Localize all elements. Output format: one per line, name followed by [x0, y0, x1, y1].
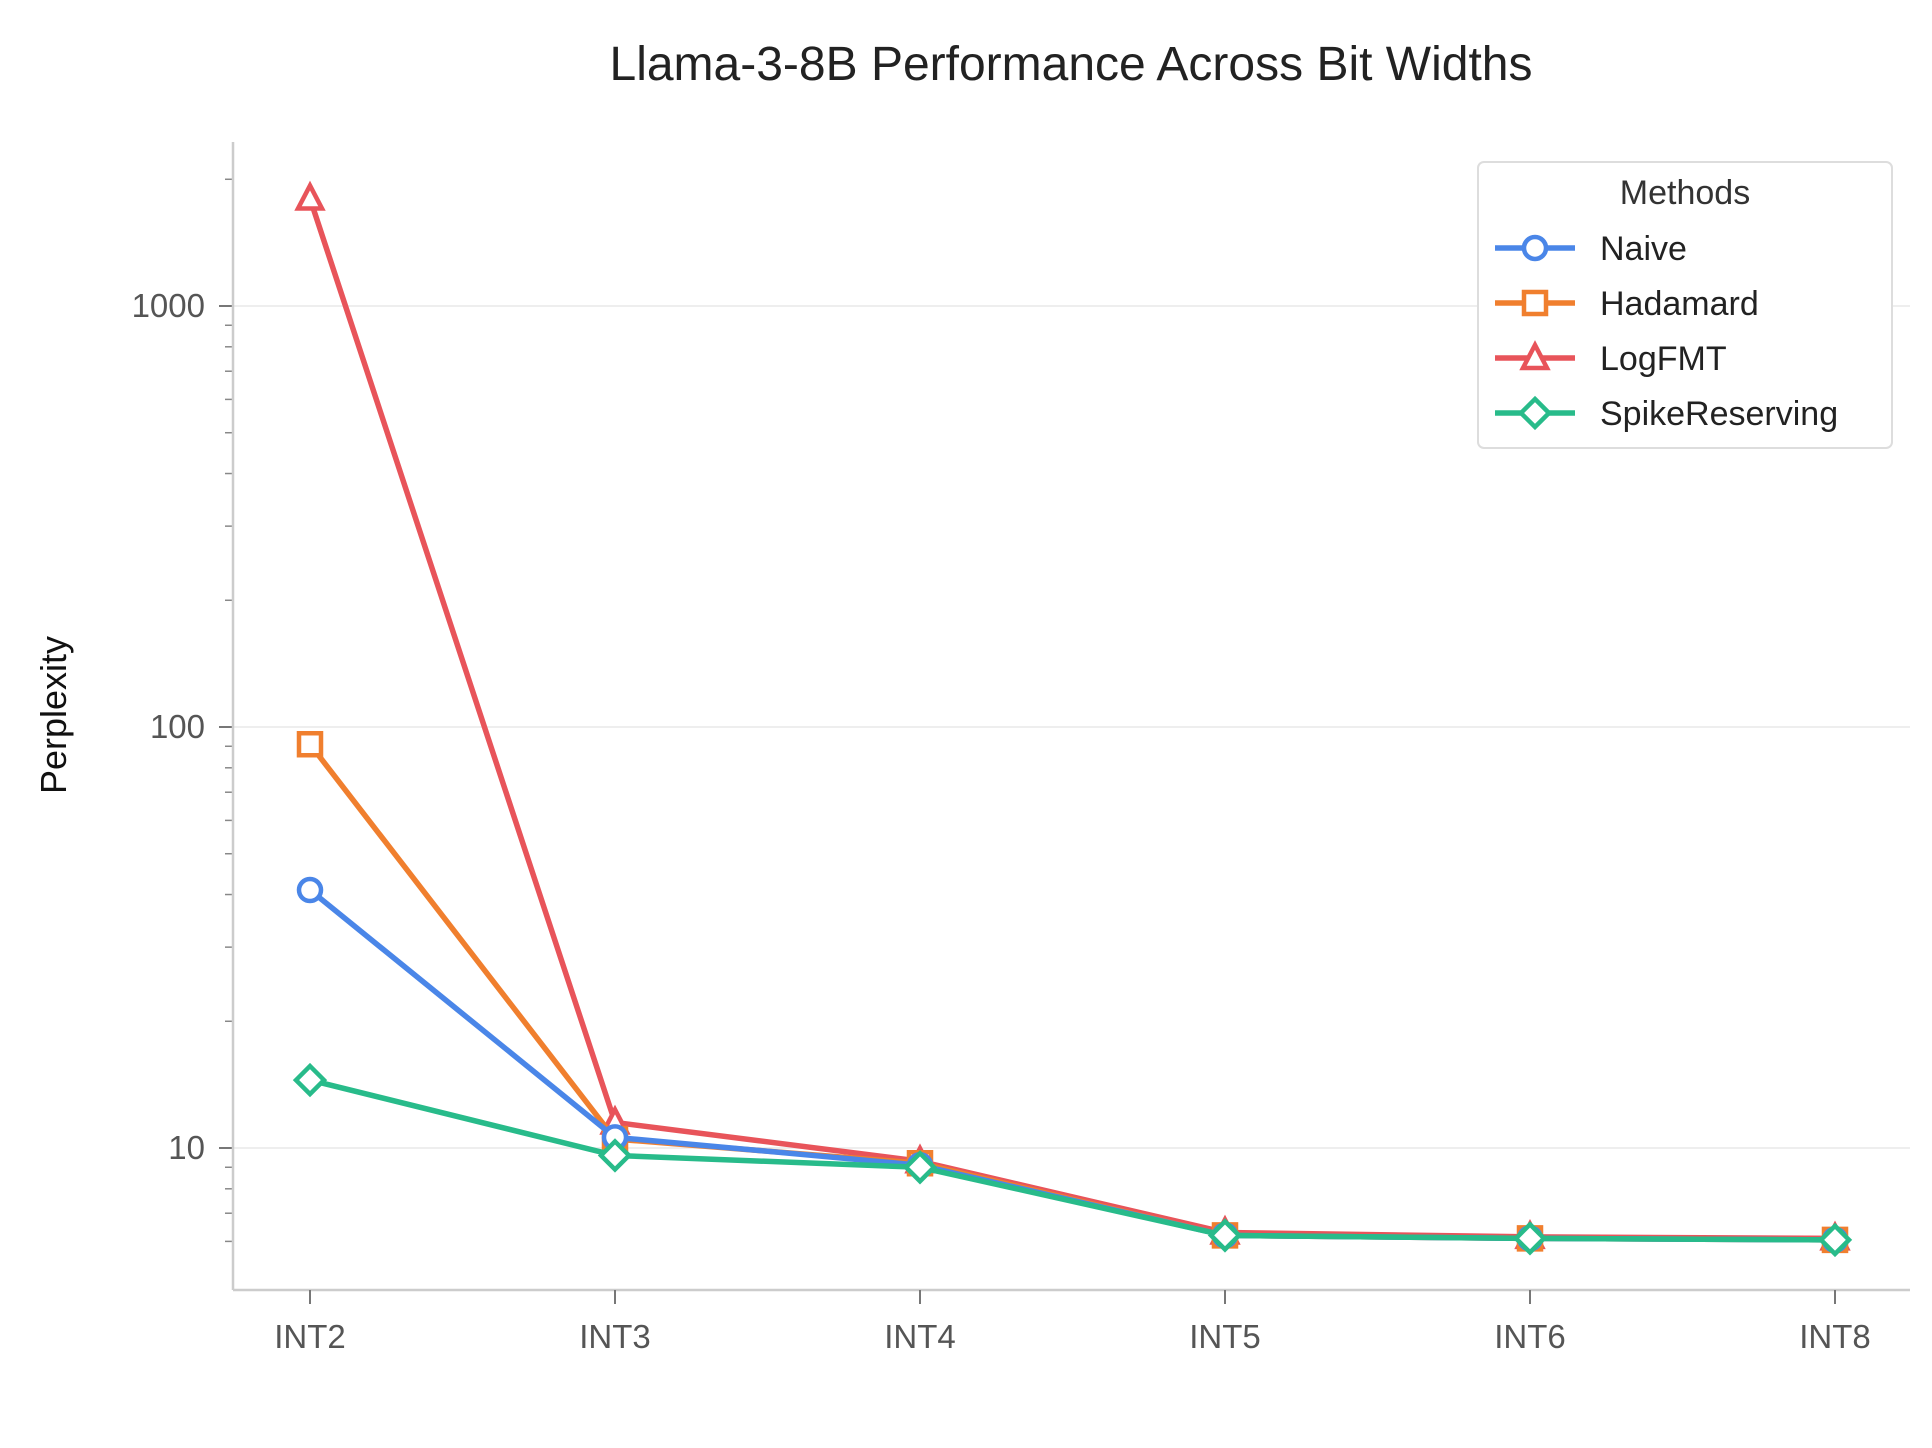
legend-label: SpikeReserving — [1600, 395, 1838, 433]
data-point — [902, 1150, 938, 1185]
data-point — [1512, 1221, 1548, 1256]
legend-marker — [1521, 289, 1549, 317]
data-point — [597, 1138, 633, 1173]
data-point — [292, 1062, 328, 1098]
x-tick-label: INT5 — [1189, 1318, 1261, 1355]
legend: Methods Naive Hadamard LogFMT SpikeReservin… — [1477, 161, 1893, 449]
series-line — [307, 1077, 1838, 1243]
x-tick-label: INT6 — [1494, 1318, 1566, 1355]
legend-item-naive: Naive — [1495, 230, 1687, 268]
y-tick-label: 1000 — [132, 287, 205, 324]
legend-title: Methods — [1620, 174, 1750, 212]
x-tick-label: INT3 — [579, 1318, 651, 1355]
legend-label: LogFMT — [1600, 340, 1727, 378]
legend-box — [1477, 161, 1893, 449]
legend-label: Naive — [1600, 230, 1687, 268]
data-point — [1207, 1218, 1243, 1253]
legend-item-hadamard: Hadamard — [1495, 285, 1759, 323]
legend-label: Hadamard — [1600, 285, 1759, 323]
legend-marker — [1519, 340, 1551, 371]
series — [292, 180, 1853, 1258]
legend-marker — [1521, 234, 1549, 262]
x-tick-label: INT2 — [274, 1318, 346, 1355]
legend-items: Naive Hadamard LogFMT SpikeReserving — [1495, 230, 1838, 433]
data-point — [296, 730, 324, 758]
legend-item-logfmt: LogFMT — [1495, 340, 1727, 378]
data-point — [296, 876, 324, 904]
x-tick-label: INT8 — [1799, 1318, 1871, 1355]
legend-marker — [1517, 395, 1553, 431]
legend-item-spikereserving: SpikeReserving — [1495, 395, 1838, 433]
axes: 10 100 1000 INT2 INT3 INT4 INT5 INT6 INT8 — [132, 142, 1910, 1355]
chart-title: Llama-3-8B Performance Across Bit Widths — [610, 38, 1533, 91]
data-point — [1817, 1222, 1853, 1258]
y-axis-label: Perplexity — [33, 636, 74, 794]
series-spikereserving — [292, 1062, 1853, 1258]
y-tick-label: 10 — [168, 1129, 205, 1166]
data-point — [294, 180, 326, 211]
x-tick-label: INT4 — [884, 1318, 956, 1355]
y-tick-label: 100 — [150, 708, 205, 745]
